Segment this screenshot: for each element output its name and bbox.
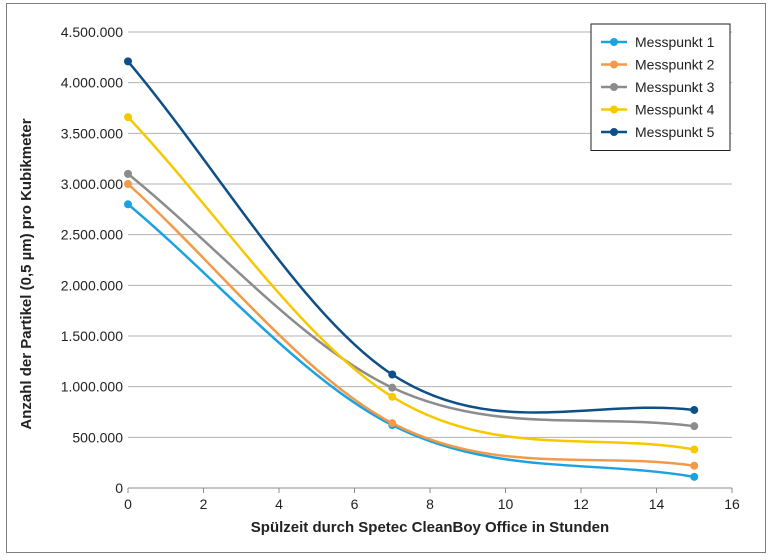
- x-tick-label: 16: [724, 496, 740, 512]
- y-axis-title: Anzahl der Partikel (0,5 µm) pro Kubikme…: [18, 118, 35, 429]
- y-tick-label: 3.000.000: [61, 176, 123, 192]
- data-point: [124, 180, 132, 188]
- data-point: [690, 472, 699, 481]
- y-tick-label: 2.500.000: [61, 227, 123, 243]
- legend-marker: [610, 60, 618, 69]
- legend: Messpunkt 1 Messpunkt 2 Messpunkt 3 Messpun…: [590, 23, 731, 151]
- series-line: [127, 172, 695, 428]
- series-1: [124, 200, 699, 481]
- series-3: [124, 169, 699, 431]
- data-point: [388, 419, 397, 428]
- data-point: [124, 200, 132, 209]
- x-tick-label: 12: [573, 496, 589, 512]
- x-tick-label: 4: [275, 496, 283, 512]
- y-tick-label: 3.500.000: [61, 125, 123, 141]
- series-group: [124, 57, 699, 481]
- data-point: [388, 392, 397, 401]
- x-tick-label: 6: [351, 496, 359, 512]
- x-axis-title: Spülzeit durch Spetec CleanBoy Office in…: [251, 519, 609, 536]
- y-tick-labels: 0 500.000 1.000.000 1.500.000 2.000.000 2.500…: [61, 24, 124, 496]
- series-line: [127, 183, 695, 467]
- data-point: [388, 383, 397, 392]
- series-line: [127, 116, 695, 451]
- x-tick-label: 10: [498, 496, 514, 512]
- series-4: [124, 113, 699, 454]
- y-tick-label: 1.000.000: [61, 379, 123, 395]
- legend-entry: Messpunkt 3: [635, 79, 715, 95]
- data-point: [124, 113, 132, 122]
- x-tick-label: 8: [426, 496, 434, 512]
- data-point: [690, 445, 699, 454]
- y-tick-label: 0: [115, 480, 123, 496]
- series-line: [127, 203, 695, 479]
- data-point: [690, 461, 699, 470]
- x-tick-label: 0: [124, 496, 132, 512]
- data-point: [124, 57, 132, 66]
- legend-marker: [610, 83, 618, 91]
- legend-marker: [610, 38, 618, 46]
- legend-entry: Messpunkt 5: [635, 124, 715, 140]
- y-tick-label: 4.500.000: [61, 24, 123, 40]
- y-tick-label: 500.000: [72, 429, 123, 445]
- data-point: [124, 169, 132, 178]
- x-tick-label: 2: [200, 496, 208, 512]
- x-tick-label: 14: [649, 496, 665, 512]
- legend-marker: [610, 105, 618, 114]
- series-5: [124, 57, 699, 414]
- legend-entry: Messpunkt 4: [635, 102, 715, 118]
- y-tick-label: 4.000.000: [61, 75, 123, 91]
- data-point: [690, 405, 699, 414]
- data-point: [388, 370, 397, 379]
- legend-entry: Messpunkt 1: [635, 34, 715, 50]
- y-tick-label: 1.500.000: [61, 328, 123, 344]
- x-tick-labels: 0 2 4 6 8 10 12 14 16: [124, 488, 740, 512]
- series-2: [124, 180, 699, 470]
- legend-entry: Messpunkt 2: [635, 57, 715, 73]
- data-point: [690, 422, 699, 431]
- y-tick-label: 2.000.000: [61, 277, 123, 293]
- legend-marker: [610, 128, 618, 136]
